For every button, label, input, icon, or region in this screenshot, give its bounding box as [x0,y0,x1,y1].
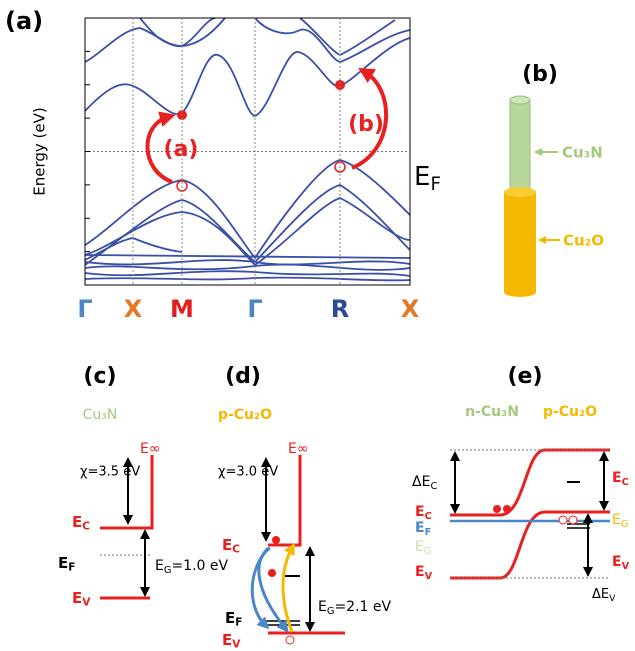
figure: Energy (eV)ΓXMΓRX(a)(a)(b)EF(b)Cu₃NCu₂O(… [0,0,635,651]
label-main: E [415,539,424,555]
label-main: ΔE [592,587,609,602]
label-rest: =2.1 eV [334,599,391,615]
label-sub: G [164,565,172,576]
electron [335,80,345,90]
label-main: E [225,609,235,627]
panel-label: (e) [507,364,542,389]
hole [559,516,567,524]
label-sub: V [82,597,91,609]
label-sub: C [82,521,90,533]
level-label: EG [612,512,628,530]
label-sub: G [424,546,432,557]
label-main: E [222,536,232,554]
label-main: E [414,162,430,192]
label-sub: F [425,527,432,538]
label-sub: C [232,544,240,556]
page: {"chart_data": {"type": "line", "panel_l… [0,0,635,651]
cu2o-rod [504,192,536,292]
level-label: EC [222,536,240,556]
level-label: EV [415,564,433,582]
hole [286,636,294,644]
excitation-arrow [283,548,292,632]
label-sub: C [622,477,629,488]
level-label: EV [612,554,630,572]
gap-label: EG=1.0 eV [155,558,229,576]
label-main: E [72,513,82,531]
label-sub: F [68,562,75,574]
gap-label: EG=2.1 eV [318,599,392,617]
annotation: (b) [348,112,384,137]
level-label: ΔEV [592,587,616,604]
fermi-label: EF [414,162,441,195]
panel-label: (b) [522,62,558,87]
level-label: EV [72,589,91,609]
label-main: E [72,589,82,607]
panel-label: (c) [83,364,116,389]
label-sub: V [425,571,433,582]
label-sub: V [609,593,616,603]
label-main: E [318,599,327,615]
label-sub: F [430,174,440,195]
x-tick-label: X [401,295,420,323]
label-sub: V [232,639,241,651]
x-tick-label: X [124,295,143,323]
label-main: E [612,470,622,486]
label-sub: V [622,561,630,572]
label-sub: C [430,481,437,492]
level-label: EF [415,520,431,538]
rod-top [510,96,530,104]
label-main: E [155,558,164,574]
electron [493,505,501,513]
level-label: EC [72,513,90,533]
level-label: EF [58,554,75,574]
x-tick-label: M [170,295,194,323]
x-tick-label: R [331,295,349,323]
panel-label: (d) [225,364,261,389]
electron [503,505,511,513]
material-label: p-Cu₂O [543,404,597,420]
label-sub: F [235,617,242,629]
label-main: E [612,512,621,528]
material-label: p-Cu₂O [218,407,272,423]
electron [272,536,280,544]
material-label: Cu₃N [562,144,603,162]
electron [268,569,276,577]
material-label: Cu₃N [83,407,118,423]
level-label: EF [225,609,242,629]
label-main: ΔE [412,474,430,490]
level-label: E∞ [288,441,309,457]
material-label: Cu₂O [563,232,604,250]
label-main: E [222,631,232,649]
hole [569,516,577,524]
level-label: EV [222,631,241,651]
label-rest: =1.0 eV [171,558,228,574]
material-label: n-Cu₃N [465,404,519,420]
label-main: E [415,564,425,580]
x-tick-label: Γ [247,295,262,323]
cu3n-rod [510,100,530,195]
label-main: E [58,554,68,572]
rod-bottom [504,287,536,297]
level-label: EG [415,539,431,557]
label-main: E [415,504,425,520]
level-label: ΔEC [412,474,437,492]
recombination-arrow [259,548,285,628]
label-main: E [612,554,622,570]
affinity-label: χ=3.0 eV [218,465,278,480]
rod-step [504,187,536,197]
label-sub: G [621,519,629,530]
level-label: EC [612,470,629,488]
affinity-label: χ=3.5 eV [80,465,140,480]
band-diagram-e [450,450,610,578]
x-tick-label: Γ [77,295,92,323]
label-main: E [415,520,425,536]
panel-label: (a) [5,7,43,35]
level-label: E∞ [140,441,161,457]
annotation: (a) [164,137,199,162]
label-sub: G [327,606,335,617]
label-sub: C [425,511,432,522]
y-axis-title: Energy (eV) [31,107,49,195]
band-structure [85,18,410,280]
